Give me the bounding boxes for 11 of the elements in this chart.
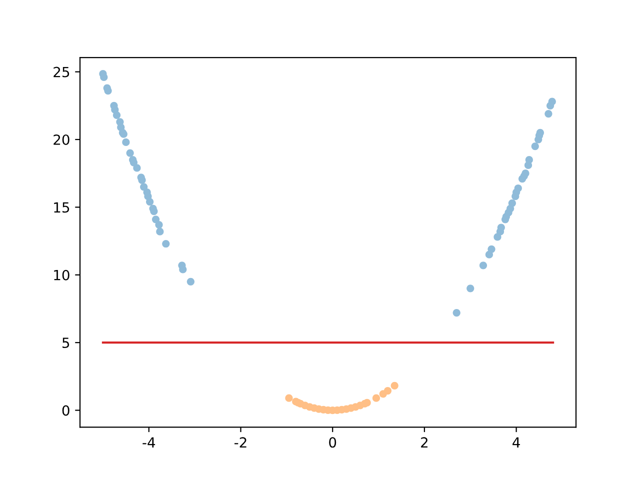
x-tick-label: 4 — [512, 437, 520, 448]
x-tick-label: 0 — [329, 437, 336, 448]
x-tick-label: 2 — [421, 437, 428, 448]
y-tick-label: 0 — [62, 405, 70, 416]
y-tick-label: 15 — [54, 202, 70, 213]
x-tick-label: -2 — [234, 437, 246, 448]
y-tick-label: 5 — [62, 338, 70, 348]
y-tick-label: 10 — [54, 270, 70, 280]
x-tick-label: -4 — [142, 437, 156, 448]
y-tick-label: 25 — [54, 66, 70, 78]
y-tick-label: 20 — [54, 134, 70, 145]
